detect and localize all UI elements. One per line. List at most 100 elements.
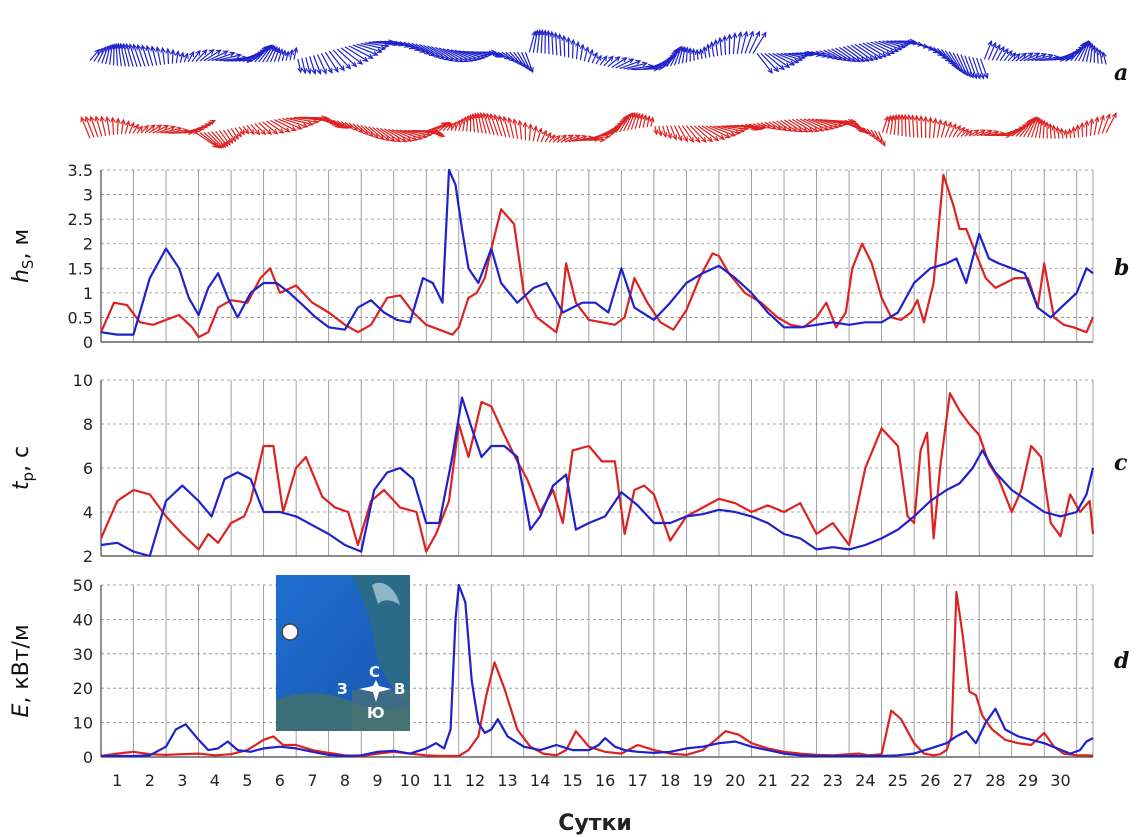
x-tick-label: 19	[693, 771, 713, 790]
direction-vector	[324, 51, 339, 73]
direction-vector	[1102, 52, 1107, 65]
vector-arrowhead	[923, 115, 929, 122]
vector-arrowhead	[963, 128, 970, 135]
vector-arrowhead	[532, 125, 538, 132]
direction-vector	[128, 122, 135, 134]
vector-arrowhead	[581, 134, 588, 141]
direction-vector	[270, 119, 290, 133]
direction-vector	[638, 114, 644, 129]
direction-vector	[1034, 118, 1041, 138]
vector-arrowhead	[737, 31, 743, 38]
vector-arrowhead	[1051, 124, 1057, 131]
direction-vector	[179, 52, 184, 63]
direction-vector	[854, 125, 866, 133]
direction-vector	[619, 60, 641, 70]
direction-vector	[262, 121, 278, 135]
vector-arrowhead	[163, 125, 170, 130]
vector-arrowhead	[709, 41, 715, 48]
vector-arrowhead	[351, 61, 358, 68]
vector-arrowhead	[243, 128, 250, 135]
inset-satellite-map: С Ю З В	[276, 575, 410, 731]
direction-vector	[791, 118, 813, 133]
direction-vector	[203, 131, 222, 149]
vector-arrowhead	[497, 114, 504, 121]
vector-arrowhead	[129, 121, 135, 128]
x-tick-label: 5	[242, 771, 252, 790]
vector-arrowhead	[987, 39, 993, 47]
direction-vector	[305, 57, 311, 74]
y-tick-label: 1.5	[68, 259, 93, 278]
direction-vector	[480, 113, 487, 134]
vector-arrowhead	[99, 115, 105, 122]
vector-arrowhead	[983, 73, 989, 80]
direction-vector	[344, 46, 368, 62]
y-label-symbol: h	[9, 269, 34, 283]
vector-arrowhead	[103, 45, 109, 52]
vector-arrowhead	[918, 115, 924, 122]
direction-vector	[952, 125, 961, 138]
direction-vector	[391, 129, 417, 141]
vector-arrowhead	[694, 48, 701, 55]
direction-vector	[1072, 127, 1076, 138]
direction-vector	[277, 49, 283, 62]
vector-arrowhead	[1091, 44, 1098, 51]
vector-arrowhead	[854, 56, 861, 63]
direction-vector	[125, 43, 134, 67]
vector-arrowhead	[125, 120, 131, 127]
direction-vector	[191, 50, 201, 62]
y-label-unit: , с	[9, 446, 34, 472]
direction-vector	[493, 51, 505, 58]
direction-vector	[1093, 117, 1099, 136]
direction-vector	[226, 128, 236, 142]
vector-arrowhead	[189, 50, 195, 58]
vector-arrowhead	[796, 127, 803, 133]
direction-vector	[1035, 56, 1059, 62]
y-tick-label: 4	[83, 503, 93, 522]
vector-arrowhead	[1067, 128, 1073, 135]
y-tick-label: 8	[83, 415, 93, 434]
direction-vector	[944, 122, 952, 138]
compass-north: С	[369, 663, 380, 681]
direction-vector	[707, 44, 711, 58]
direction-vector	[340, 47, 363, 65]
direction-vector	[1007, 52, 1016, 62]
vector-arrowhead	[628, 112, 634, 119]
vector-arrowhead	[604, 134, 611, 140]
direction-vector	[332, 49, 351, 70]
vector-arrowhead	[761, 31, 767, 38]
direction-vector	[558, 34, 562, 56]
direction-vector	[551, 31, 554, 55]
x-tick-label: 23	[823, 771, 843, 790]
vector-arrowhead	[561, 34, 567, 41]
vector-arrowhead	[311, 68, 317, 75]
vector-arrowhead	[1079, 121, 1085, 128]
direction-vector	[1101, 114, 1111, 134]
direction-vector	[881, 116, 889, 133]
vector-arrowhead	[1041, 119, 1047, 126]
direction-vector	[407, 42, 425, 53]
direction-vector	[1064, 130, 1068, 139]
direction-vector	[564, 134, 580, 143]
vector-arrowhead	[174, 50, 181, 57]
vector-arrowhead	[729, 131, 737, 137]
direction-vector	[650, 117, 654, 127]
direction-vector	[940, 120, 947, 138]
panel-letter-c: c	[1114, 450, 1128, 476]
x-tick-label: 6	[275, 771, 285, 790]
direction-vector	[831, 48, 852, 62]
direction-vector	[395, 129, 422, 140]
vector-arrowhead	[937, 118, 943, 125]
direction-vector	[803, 118, 829, 131]
series-line-blue	[100, 168, 1094, 336]
direction-vector	[164, 129, 188, 134]
direction-vector	[254, 123, 266, 135]
vector-arrowhead	[608, 55, 614, 62]
direction-vector	[211, 52, 235, 62]
direction-vector	[615, 114, 630, 134]
direction-vector	[850, 44, 874, 61]
vector-arrowhead	[691, 47, 697, 55]
y-tick-label: 3	[83, 186, 93, 205]
vector-arrowhead	[125, 42, 131, 50]
direction-vector	[156, 47, 162, 66]
vector-arrowhead	[316, 68, 322, 75]
